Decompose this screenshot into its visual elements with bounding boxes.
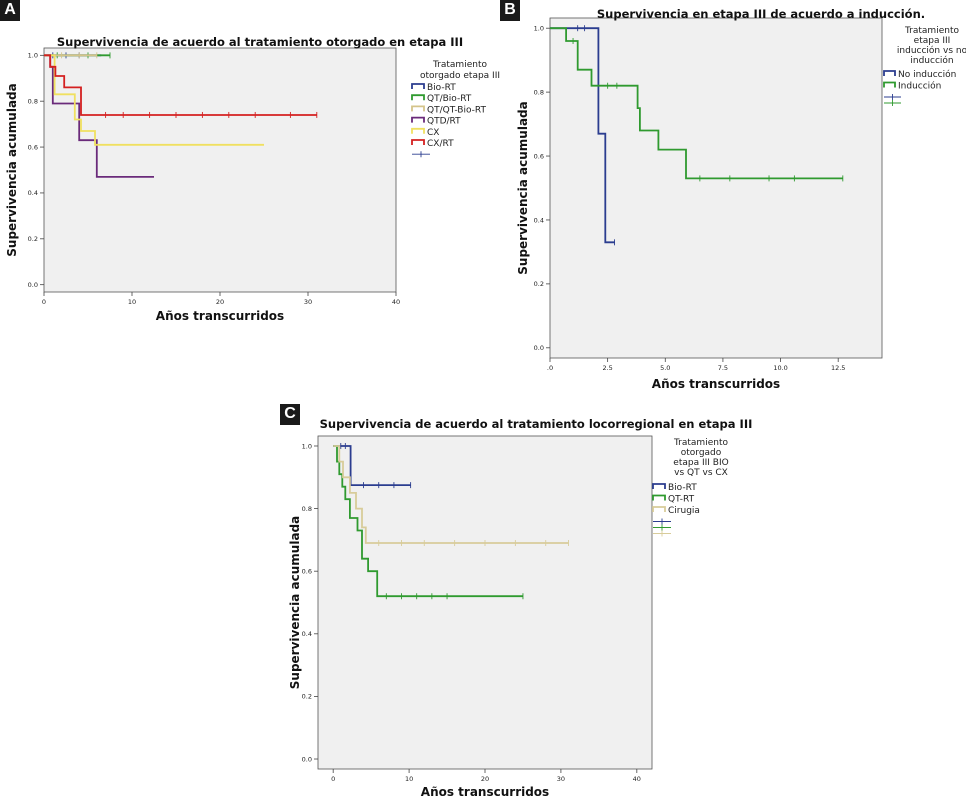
y-tick-label: 0.4 (28, 189, 38, 197)
x-tick-label: 30 (557, 775, 565, 783)
legend-label: QT/Bio-RT (427, 94, 472, 104)
legend-title-line: inducción vs no (897, 45, 966, 56)
legend-swatch (652, 483, 666, 489)
series-line-inducci-n (550, 27, 843, 180)
x-tick-label: 10 (405, 775, 413, 783)
x-tick-label: 7.5 (718, 364, 728, 372)
legend-swatch (652, 506, 666, 512)
legend-title-line: etapa III (914, 36, 951, 46)
legend-label: CX (427, 128, 439, 138)
chart-b: Supervivencia en etapa III de acuerdo a … (516, 7, 966, 391)
x-tick-label: 40 (392, 298, 400, 306)
legend-swatch (883, 70, 896, 76)
y-axis-label-c: Supervivencia acumulada (288, 516, 302, 689)
y-tick-label: 0.0 (534, 344, 544, 352)
x-axis-label-c: Años transcurridos (421, 785, 549, 799)
chart-c: Supervivencia de acuerdo al tratamiento … (288, 417, 753, 799)
legend-label: QTD/RT (427, 117, 461, 127)
series-line-no-inducci-n (550, 27, 615, 244)
series-line-cirugia (333, 445, 569, 544)
x-tick-label: .0 (547, 364, 553, 372)
series-line-qt-rt (333, 445, 523, 598)
legend-label: CX/RT (427, 139, 454, 149)
x-tick-label: 0 (42, 298, 46, 306)
legend-swatch (411, 139, 425, 145)
panel-a: A Supervivencia de acuerdo al tratamient… (0, 0, 500, 330)
y-tick-label: 0.2 (302, 693, 312, 701)
legend-swatch (652, 494, 666, 501)
x-axis-label-a: Años transcurridos (156, 309, 284, 323)
legend-label: Inducción (898, 81, 941, 92)
plot-area-b (549, 17, 883, 359)
legend-swatch (411, 127, 425, 134)
legend-swatch (411, 94, 425, 101)
x-tick-label: 10 (128, 298, 136, 306)
x-tick-label: 12.5 (831, 364, 845, 372)
y-tick-label: 0.6 (28, 143, 38, 151)
y-tick-label: 1.0 (302, 442, 312, 450)
panel-letter-b: B (500, 0, 520, 21)
legend-swatch (411, 105, 425, 112)
series-line-cx-rt (44, 54, 317, 116)
x-tick-label: 2.5 (602, 364, 612, 372)
y-tick-label: 1.0 (534, 25, 544, 33)
legend-label: Bio-RT (668, 483, 697, 493)
legend-title-line: inducción (910, 55, 953, 66)
y-tick-label: 0.8 (28, 97, 38, 105)
y-tick-label: 1.0 (28, 52, 38, 60)
legend-label: No inducción (898, 69, 956, 80)
legend-title-line: vs QT vs CX (674, 468, 728, 478)
legend-title-line: otorgado etapa III (420, 71, 500, 81)
x-axis-label-b: Años transcurridos (652, 377, 780, 391)
chart-title-a: Supervivencia de acuerdo al tratamiento … (57, 35, 463, 49)
x-tick-label: 0 (331, 775, 335, 783)
y-tick-label: 0.2 (534, 280, 544, 288)
y-tick-label: 0.4 (302, 630, 312, 638)
y-axis-label-b: Supervivencia acumulada (516, 101, 530, 274)
x-tick-label: 20 (481, 775, 489, 783)
legend-swatch (411, 83, 425, 89)
legend-title-line: Tratamiento (904, 26, 959, 36)
panel-letter-c: C (280, 404, 300, 425)
plot-area-c (317, 435, 653, 770)
legend-swatch (883, 81, 896, 88)
plot-area-a (43, 47, 397, 293)
y-axis-label-a: Supervivencia acumulada (5, 83, 19, 256)
x-tick-label: 40 (633, 775, 641, 783)
x-tick-label: 5.0 (660, 364, 670, 372)
y-tick-label: 0.6 (302, 567, 312, 575)
legend-label: Cirugia (668, 506, 700, 516)
y-tick-label: 0.2 (28, 235, 38, 243)
series-line-bio-rt (333, 445, 411, 486)
y-tick-label: 0.0 (302, 755, 312, 763)
legend-swatch (411, 116, 425, 123)
x-tick-label: 10.0 (773, 364, 787, 372)
legend-label: Bio-RT (427, 83, 456, 93)
chart-a: Supervivencia de acuerdo al tratamiento … (5, 35, 500, 323)
panel-c: C Supervivencia de acuerdo al tratamient… (278, 404, 966, 801)
y-tick-label: 0.8 (534, 88, 544, 96)
legend-label: QT/QT-Bio-RT (427, 105, 486, 115)
legend-label: QT-RT (668, 495, 695, 505)
y-tick-label: 0.0 (28, 281, 38, 289)
y-tick-label: 0.8 (302, 505, 312, 513)
chart-title-b: Supervivencia en etapa III de acuerdo a … (597, 7, 925, 21)
x-tick-label: 30 (304, 298, 312, 306)
legend-title-line: Tratamiento (432, 60, 487, 70)
panel-b: B Supervivencia en etapa III de acuerdo … (496, 0, 966, 400)
legend-title-line: etapa III BIO (673, 458, 728, 468)
y-tick-label: 0.6 (534, 152, 544, 160)
legend-title-line: Tratamiento (673, 438, 728, 448)
panel-letter-a: A (0, 0, 20, 21)
legend-title-line: otorgado (681, 448, 722, 458)
chart-title-c: Supervivencia de acuerdo al tratamiento … (320, 417, 753, 431)
x-tick-label: 20 (216, 298, 224, 306)
y-tick-label: 0.4 (534, 216, 544, 224)
